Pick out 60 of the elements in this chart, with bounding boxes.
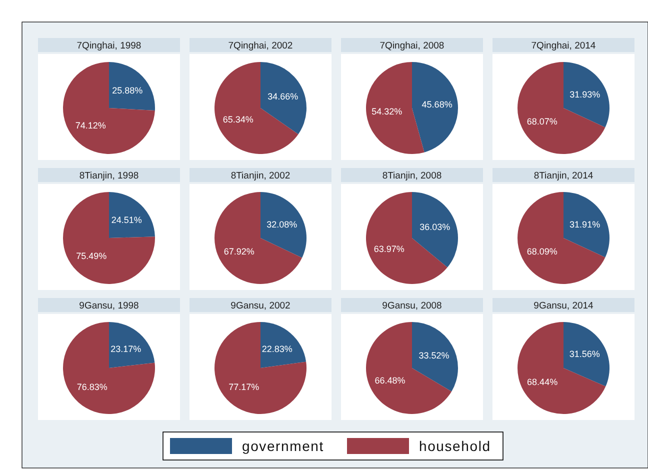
pie-slice [214, 192, 302, 284]
pie-slice [63, 62, 155, 154]
pie-slice [518, 322, 606, 414]
data-label: 66.48% [374, 376, 406, 386]
data-label: 31.91% [570, 219, 600, 230]
data-label: 33.52% [418, 350, 450, 360]
legend-label: household [419, 438, 491, 454]
data-label: 76.83% [76, 382, 108, 392]
data-label: 36.03% [420, 222, 450, 232]
data-label: 31.93% [570, 89, 600, 100]
data-label: 74.12% [75, 120, 106, 130]
chart-title: 9Gansu, 2014 [534, 300, 594, 312]
data-label: 22.83% [262, 344, 292, 354]
data-label: 75.49% [76, 251, 107, 262]
chart-title: 8Tianjin, 2008 [382, 170, 442, 182]
chart-title: 7Qinghai, 2008 [380, 40, 444, 52]
chart-title: 9Gansu, 2008 [382, 300, 442, 312]
pie-slice [564, 192, 610, 258]
data-label: 54.32% [372, 106, 402, 116]
pie-slice [260, 62, 306, 134]
pie-slice [366, 322, 452, 414]
pie-slice [564, 62, 610, 128]
data-label: 77.17% [228, 382, 260, 392]
data-label: 68.07% [526, 116, 558, 127]
pie-slice [260, 322, 306, 368]
data-label: 45.68% [422, 100, 452, 110]
data-label: 32.08% [266, 219, 298, 230]
pie-slice [564, 322, 610, 386]
data-label: 34.66% [268, 91, 298, 102]
data-label: 23.17% [110, 344, 142, 354]
pie-slice [260, 192, 306, 258]
chart-title: 8Tianjin, 2002 [230, 170, 290, 182]
pie-slice [412, 322, 458, 392]
chart-title: 7Qinghai, 2002 [228, 40, 293, 52]
pie-slice [214, 62, 298, 154]
data-label: 67.92% [224, 246, 254, 257]
data-label: 68.44% [527, 376, 558, 387]
pie-slice [518, 192, 606, 284]
pie-slice [412, 192, 458, 268]
pie-slice [214, 322, 306, 414]
pie-slice [109, 62, 155, 111]
data-label: 25.88% [112, 86, 143, 96]
chart-title: 7Qinghai, 2014 [531, 40, 596, 52]
pie-slice [518, 62, 606, 154]
data-label: 63.97% [374, 244, 404, 254]
chart-title: 9Gansu, 1998 [79, 300, 139, 312]
data-label: 68.09% [526, 246, 558, 257]
pie-slice [109, 322, 155, 368]
data-label: 31.56% [569, 349, 600, 360]
chart-title: 8Tianjin, 1998 [79, 170, 139, 182]
data-label: 65.34% [222, 114, 254, 125]
pie-slice [109, 192, 155, 238]
legend-label: government [242, 438, 324, 454]
pie-slice [63, 322, 155, 414]
chart-title: 8Tianjin, 2014 [534, 170, 594, 182]
pie-slice [63, 192, 155, 284]
chart-title: 7Qinghai, 1998 [76, 40, 142, 52]
chart-title: 9Gansu, 2002 [230, 300, 290, 312]
data-label: 24.51% [111, 214, 142, 225]
pie-slice [412, 62, 458, 152]
